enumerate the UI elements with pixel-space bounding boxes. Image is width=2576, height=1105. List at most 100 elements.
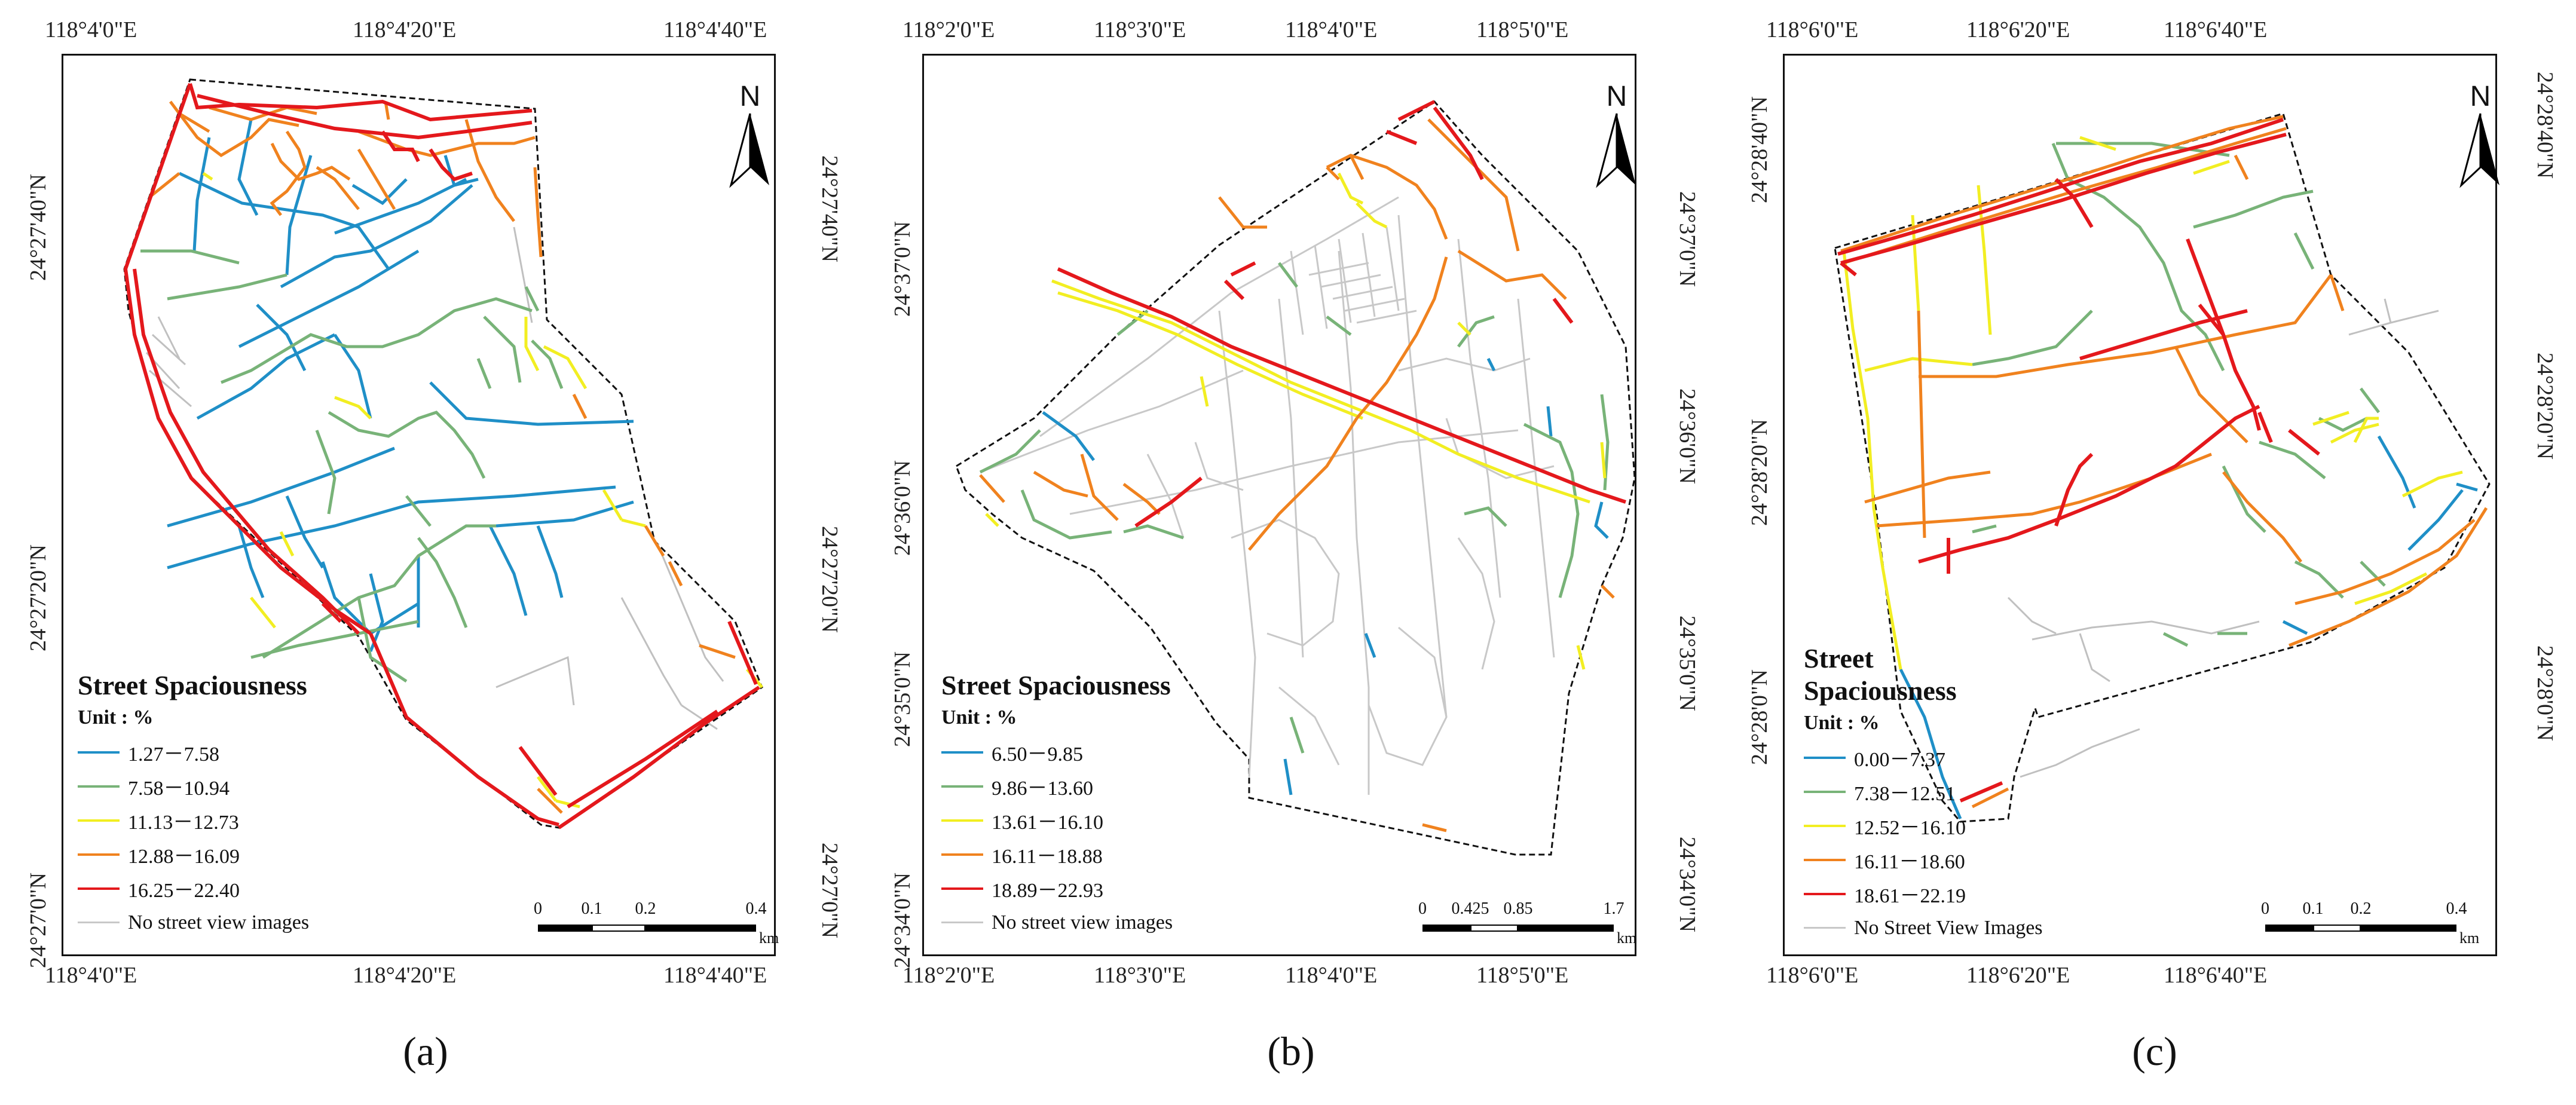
- legend-swatch: [1804, 824, 1846, 827]
- legend-title: Street: [1804, 643, 1874, 674]
- legend-swatch: [78, 922, 120, 923]
- bottom-tick: 118°2'0"E: [902, 963, 995, 988]
- bottom-tick: 118°4'0"E: [45, 963, 137, 988]
- scale-unit: km: [1617, 929, 1637, 947]
- legend-swatch: [1804, 756, 1846, 759]
- scale-unit: km: [2459, 929, 2480, 947]
- legend-label: 12.52－16.10: [1854, 817, 1966, 839]
- legend-swatch: [941, 785, 983, 788]
- panel-c: 118°6'0"E 118°6'20"E 118°6'40"E 118°6'0"…: [1721, 0, 2576, 1105]
- top-tick: 118°2'0"E: [902, 17, 995, 42]
- scale-bar: 0 0.1 0.2 0.4 km: [2261, 899, 2501, 953]
- bottom-tick: 118°6'20"E: [1966, 963, 2070, 988]
- bottom-tick: 118°4'40"E: [663, 963, 767, 988]
- scale-tick: 1.7: [1603, 899, 1624, 918]
- no-data-streets: [2007, 298, 2439, 778]
- top-tick: 118°4'0"E: [1285, 17, 1378, 42]
- legend-swatch: [78, 819, 120, 822]
- top-tick: 118°6'20"E: [1966, 17, 2070, 42]
- blue-streets: [167, 119, 634, 652]
- legend-label: 7.38－12.51: [1854, 783, 1956, 805]
- map-b: [955, 100, 1636, 856]
- legend-item: 13.61－16.10: [941, 803, 1173, 837]
- scale-tick: 0.1: [2302, 899, 2324, 918]
- legend-title: Street Spaciousness: [78, 670, 307, 700]
- legend-item: 16.25－22.40: [78, 871, 309, 905]
- green-streets: [979, 262, 1610, 754]
- legend-unit: Unit : %: [78, 706, 154, 728]
- scale-tick: 0.85: [1503, 899, 1533, 918]
- blue-streets: [1042, 357, 1609, 795]
- scale-unit: km: [759, 929, 779, 947]
- legend-label: 16.11－18.60: [1854, 851, 1965, 873]
- scale-segment: [592, 925, 645, 932]
- panel-b: 118°2'0"E 118°3'0"E 118°4'0"E 118°5'0"E …: [861, 0, 1721, 1105]
- legend-item: 0.00－7.37: [1804, 740, 2043, 775]
- legend-label: 6.50－9.85: [992, 743, 1083, 766]
- bottom-tick: 118°4'20"E: [353, 963, 457, 988]
- legend-label: 16.25－22.40: [128, 880, 240, 902]
- legend-unit: Unit : %: [941, 706, 1017, 728]
- legend-swatch: [941, 751, 983, 754]
- north-arrow: N: [726, 81, 774, 188]
- bottom-tick: 118°3'0"E: [1094, 963, 1186, 988]
- legend-unit: Unit : %: [1804, 712, 1880, 734]
- north-label: N: [2470, 81, 2491, 112]
- legend-swatch: [1804, 858, 1846, 861]
- orange-streets: [1840, 115, 2488, 809]
- orange-streets: [979, 118, 1615, 832]
- legend-item: 7.38－12.51: [1804, 775, 2043, 809]
- legend-label: 7.58－10.94: [128, 778, 230, 800]
- north-arrow: N: [2456, 81, 2504, 188]
- north-arrow-icon: [729, 113, 769, 188]
- scale-segment: [2361, 925, 2456, 932]
- scale-segment: [2265, 925, 2313, 932]
- scale-tick: 0: [534, 899, 542, 918]
- study-area-boundary: [955, 100, 1636, 856]
- scale-segment: [538, 925, 592, 932]
- red-streets: [123, 83, 760, 829]
- study-area-boundary: [1834, 112, 2491, 823]
- legend-swatch: [1804, 790, 1846, 793]
- north-arrow-icon: [2459, 113, 2499, 188]
- legend-label: No street view images: [128, 911, 310, 933]
- scale-bar: 0 0.1 0.2 0.4 km: [534, 899, 779, 953]
- legend-swatch: [941, 922, 983, 923]
- legend-item: 12.88－16.09: [78, 837, 309, 871]
- north-label: N: [1606, 81, 1627, 112]
- north-arrow: N: [1593, 81, 1641, 188]
- bottom-tick: 118°6'40"E: [2164, 963, 2268, 988]
- top-tick: 118°4'0"E: [45, 17, 137, 42]
- scale-tick: 0.4: [2446, 899, 2467, 918]
- bottom-tick: 118°5'0"E: [1476, 963, 1569, 988]
- top-tick: 118°4'40"E: [663, 17, 767, 42]
- legend-item: 16.11－18.88: [941, 837, 1173, 871]
- yellow-streets: [202, 172, 763, 809]
- top-tick: 118°3'0"E: [1094, 17, 1186, 42]
- scale-tick: 0.2: [635, 899, 656, 918]
- no-data-streets: [980, 196, 1555, 795]
- legend: Street Spaciousness Unit : % 1.27－7.58 7…: [78, 669, 309, 939]
- scale-tick: 0.4: [745, 899, 767, 918]
- panel-caption: (a): [403, 1029, 448, 1074]
- legend-swatch: [1804, 927, 1846, 929]
- scale-tick: 0.2: [2350, 899, 2372, 918]
- map-c: [1834, 112, 2491, 823]
- panel-a: 118°4'0"E 118°4'20"E 118°4'40"E 118°4'0"…: [0, 0, 861, 1105]
- legend-item: No street view images: [78, 905, 309, 939]
- legend-label: No Street View Images: [1854, 916, 2043, 939]
- top-tick: 118°5'0"E: [1476, 17, 1569, 42]
- legend-item: 18.89－22.93: [941, 871, 1173, 905]
- legend-label: 18.89－22.93: [992, 880, 1103, 902]
- legend-swatch: [1804, 892, 1846, 895]
- scale-tick: 0: [2261, 899, 2269, 918]
- red-streets: [1837, 118, 2320, 803]
- legend-label: 13.61－16.10: [992, 812, 1103, 834]
- scale-segment: [645, 925, 756, 932]
- legend-swatch: [941, 853, 983, 856]
- top-tick: 118°6'0"E: [1766, 17, 1859, 42]
- scale-tick: 0: [1418, 899, 1427, 918]
- scale-segment: [1518, 925, 1614, 932]
- legend-label: 16.11－18.88: [992, 846, 1103, 868]
- scale-tick: 0.425: [1451, 899, 1489, 918]
